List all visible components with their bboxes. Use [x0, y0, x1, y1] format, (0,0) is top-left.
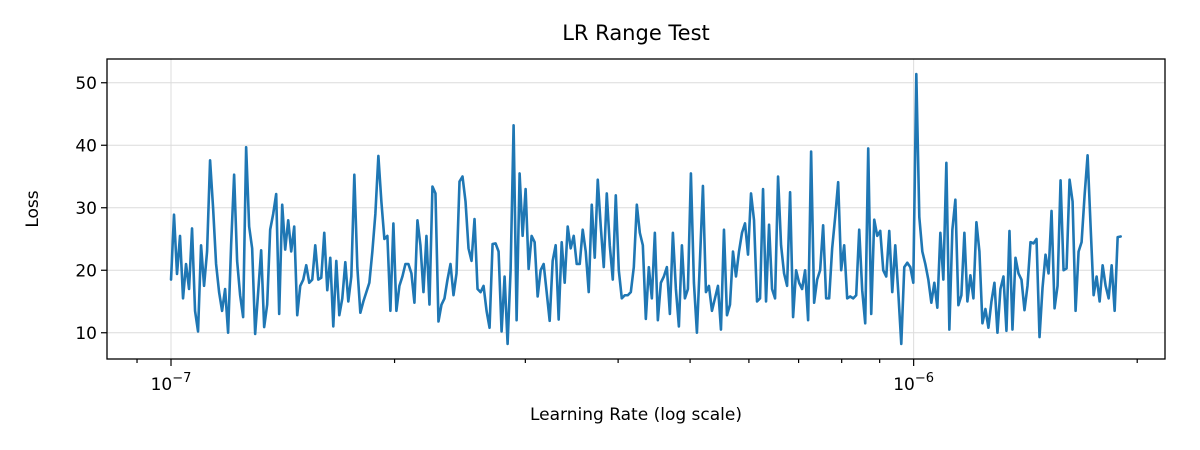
y-tick-label: 20	[75, 261, 97, 281]
x-tick-label: 10−7	[151, 371, 192, 395]
y-tick-label: 50	[75, 74, 97, 94]
y-axis-ticks: 10 20 30 40 50	[75, 74, 107, 344]
x-axis-ticks: 10−7 10−6	[136, 359, 1138, 395]
series-layer	[169, 72, 1122, 346]
y-tick-label: 10	[75, 324, 97, 344]
chart-title: LR Range Test	[562, 21, 710, 45]
y-tick-label: 40	[75, 136, 97, 156]
y-tick-label: 30	[75, 199, 97, 219]
y-axis-label: Loss	[23, 190, 43, 227]
plot-frame	[106, 58, 1166, 360]
x-axis-label: Learning Rate (log scale)	[530, 405, 742, 425]
x-tick-label: 10−6	[893, 371, 934, 395]
loss-series-line	[169, 72, 1122, 346]
